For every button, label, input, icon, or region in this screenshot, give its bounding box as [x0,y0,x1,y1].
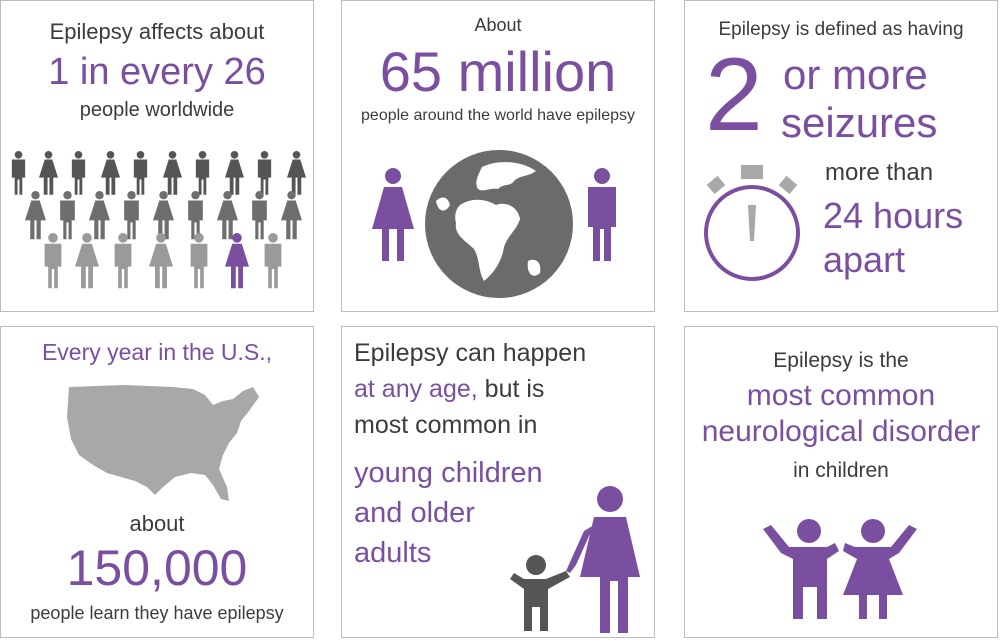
person-icon [89,191,110,240]
person-icon [281,191,302,240]
panel-4-about: about [129,511,185,536]
panel-3-hours-b: apart [823,239,906,280]
person-icon [163,151,182,195]
panel-5-any-age: at any age, [354,375,478,403]
panel-3-big-number: 2 [705,37,763,153]
person-icon [39,151,58,195]
panel-2-line1: About [474,15,522,35]
highlighted-person-icon [225,233,249,289]
panel-worldwide: About 65 million people around the world… [341,0,655,312]
person-icon [124,191,139,240]
panel-5-line3: most common in [354,411,538,439]
panel-6-stat-a: most common [746,379,936,412]
panel-2-stat: 65 million [379,40,617,103]
panel-6-stat-b: neurological disorder [701,415,981,448]
panel-3-line1: Epilepsy is defined as having [718,19,964,40]
panel-3-hours-a: 24 hours [823,195,964,236]
person-icon [25,191,46,240]
stopwatch-icon [704,165,800,281]
person-icon [11,151,26,195]
person-icon [195,151,210,195]
panel-prevalence: Epilepsy affects about 1 in every 26 peo… [0,0,314,312]
person-icon [188,191,203,240]
panel-4-stat: 150,000 [66,540,248,596]
person-icon [225,151,244,195]
panel-6-line3: in children [793,459,889,482]
person-icon [149,233,173,289]
panel-2-line3: people around the world have epilepsy [361,107,635,124]
panel-5-but-is: but is [477,375,545,403]
person-icon [71,151,86,195]
panel-3-stat-b: seizures [781,99,938,146]
person-icon [153,191,174,240]
child-and-adult-icon [510,486,640,633]
person-icon [133,151,148,195]
person-icon [287,151,306,195]
panel-5-line2: at any age, but is [354,375,544,404]
crowd-people-icon [11,151,306,289]
panel-5-and-older: and older [354,497,475,529]
panel-3-more-than: more than [825,159,934,186]
person-icon [75,233,99,289]
panel-definition: Epilepsy is defined as having 2 or more … [684,0,998,312]
panel-1-line3: people worldwide [79,99,235,121]
panel-us-yearly: Every year in the U.S., about 150,000 pe… [0,326,314,638]
person-icon [101,151,120,195]
usa-map-icon [67,385,259,501]
person-icon [257,151,272,195]
panel-4-line1: Every year in the U.S., [41,339,273,365]
panel-1-line1: Epilepsy affects about [49,19,265,44]
panel-6-line1: Epilepsy is the [773,349,909,372]
man-icon [588,168,616,261]
person-icon [60,191,75,240]
person-icon [190,233,208,289]
panel-5-line1: Epilepsy can happen [354,339,587,367]
person-icon [252,191,267,240]
person-icon [264,233,282,289]
panel-3-stat-a: or more [783,51,928,98]
panel-1-stat: 1 in every 26 [48,51,266,93]
globe-icon [425,150,573,298]
person-icon [114,233,132,289]
panel-5-young-children: young children [354,457,543,489]
two-children-icon [763,519,917,619]
panel-5-adults: adults [354,537,432,569]
panel-children: Epilepsy is the most common neurological… [684,326,998,638]
woman-icon [372,168,414,261]
panel-4-line3: people learn they have epilepsy [30,603,284,623]
person-icon [44,233,62,289]
panel-any-age: Epilepsy can happen at any age, but is m… [341,326,655,638]
person-icon [217,191,238,240]
